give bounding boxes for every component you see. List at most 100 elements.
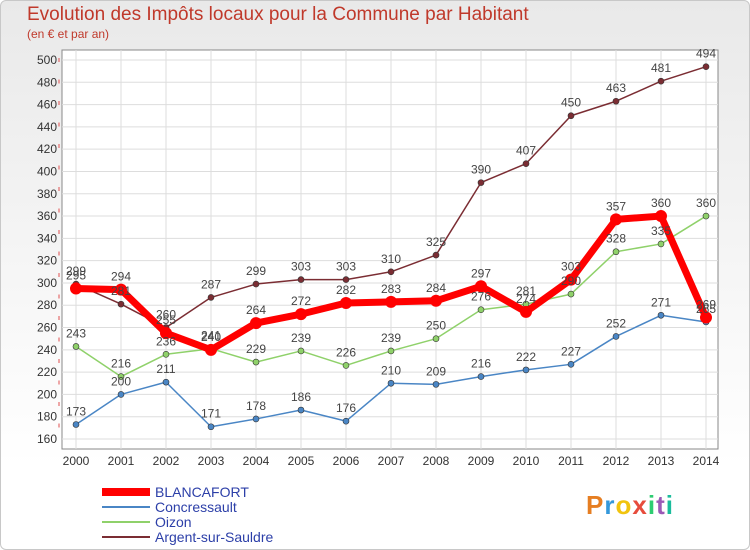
data-point-blancafort [250,317,262,330]
y-tick-label: 300 [37,276,57,290]
data-point-concressault [207,423,215,431]
y-tick-label: 220 [37,365,57,379]
data-point-oizon [117,373,125,380]
data-label-argent-sur-sauldre: 303 [336,260,356,274]
y-tick-label: 280 [37,298,57,312]
data-label-argent-sur-sauldre: 407 [516,144,536,158]
data-point-oizon [477,306,485,313]
y-tick-label: 200 [37,387,57,401]
data-point-argent-sur-sauldre [342,276,350,283]
legend-label: BLANCAFORT [155,484,249,500]
data-label-oizon: 276 [471,290,491,304]
data-label-blancafort: 269 [696,297,716,311]
x-tick-label: 2005 [288,454,315,468]
data-point-argent-sur-sauldre [432,251,440,259]
data-point-argent-sur-sauldre [297,276,305,283]
data-point-oizon [432,335,440,342]
data-point-concressault [162,378,170,386]
data-point-blancafort [115,283,127,296]
data-label-concressault: 265 [696,302,716,316]
proxiti-logo: Proxiti [586,490,674,521]
legend-swatch [102,521,150,523]
data-point-blancafort [340,297,352,310]
y-tick-label: 160 [37,432,57,446]
data-point-blancafort [475,280,487,293]
data-point-concressault [567,361,575,368]
data-label-concressault: 173 [66,405,86,419]
y-tick-label: 340 [37,231,57,245]
plot-area [61,49,719,450]
data-label-concressault: 178 [246,399,266,413]
legend-label: Concressault [155,499,237,515]
data-point-concressault [657,311,665,319]
legend-swatch [102,536,150,538]
data-label-blancafort: 283 [381,282,401,296]
data-label-blancafort: 240 [201,330,221,344]
data-label-oizon: 229 [246,342,266,356]
data-point-argent-sur-sauldre [477,179,485,186]
data-point-oizon [657,240,665,248]
y-tick-label: 360 [37,209,57,223]
data-point-oizon [342,362,350,369]
data-label-blancafort: 297 [471,266,491,280]
data-label-concressault: 200 [111,374,131,388]
x-tick-label: 2010 [513,454,540,468]
y-tick-label: 500 [37,53,57,67]
data-point-blancafort [430,294,442,307]
data-label-blancafort: 264 [246,303,266,317]
data-label-blancafort: 357 [606,199,626,213]
data-label-concressault: 227 [561,344,581,358]
data-label-oizon: 236 [156,334,176,348]
data-point-argent-sur-sauldre [657,77,665,85]
data-label-blancafort: 255 [156,313,176,327]
logo-letter: r [604,490,616,520]
data-point-concressault [522,366,530,374]
data-label-oizon: 290 [561,274,581,288]
data-label-oizon: 360 [696,196,716,210]
y-tick-label: 260 [37,321,57,335]
data-label-oizon: 216 [111,357,131,371]
data-label-argent-sur-sauldre: 281 [111,284,131,298]
data-label-blancafort: 274 [516,292,536,306]
data-point-blancafort [655,210,667,223]
data-label-argent-sur-sauldre: 303 [291,260,311,274]
legend-swatch [102,506,150,508]
data-point-blancafort [700,311,712,324]
data-point-blancafort [70,282,82,295]
x-tick-label: 2011 [558,454,584,468]
x-tick-label: 2013 [648,454,675,468]
data-point-blancafort [295,308,307,321]
data-point-blancafort [520,305,532,318]
data-point-blancafort [610,213,622,226]
data-label-oizon: 335 [651,224,671,238]
data-label-blancafort: 360 [651,196,671,210]
data-label-blancafort: 295 [66,269,86,283]
data-label-oizon: 243 [66,326,86,340]
x-tick-label: 2009 [468,454,495,468]
x-tick-label: 2004 [243,454,270,468]
data-label-argent-sur-sauldre: 287 [201,277,221,291]
data-label-oizon: 281 [516,284,536,298]
data-label-concressault: 211 [156,362,175,376]
data-label-blancafort: 282 [336,283,356,297]
x-tick-label: 2002 [153,454,180,468]
legend-label: Argent-sur-Sauldre [155,529,274,545]
data-point-argent-sur-sauldre [567,112,575,120]
chart-subtitle: (en € et par an) [27,27,110,41]
data-point-concressault [297,406,305,414]
x-tick-label: 2012 [603,454,630,468]
data-label-argent-sur-sauldre: 463 [606,81,626,95]
data-point-oizon [612,248,620,256]
data-point-oizon [162,350,170,358]
data-point-oizon [297,347,305,355]
data-point-concressault [477,373,485,380]
data-label-argent-sur-sauldre: 310 [381,252,401,266]
data-label-oizon: 239 [291,331,311,345]
legend-swatch [102,488,150,496]
x-tick-label: 2003 [198,454,225,468]
data-label-blancafort: 303 [561,260,581,274]
data-label-concressault: 209 [426,364,446,378]
data-point-argent-sur-sauldre [612,97,620,105]
data-label-blancafort: 294 [111,270,131,284]
